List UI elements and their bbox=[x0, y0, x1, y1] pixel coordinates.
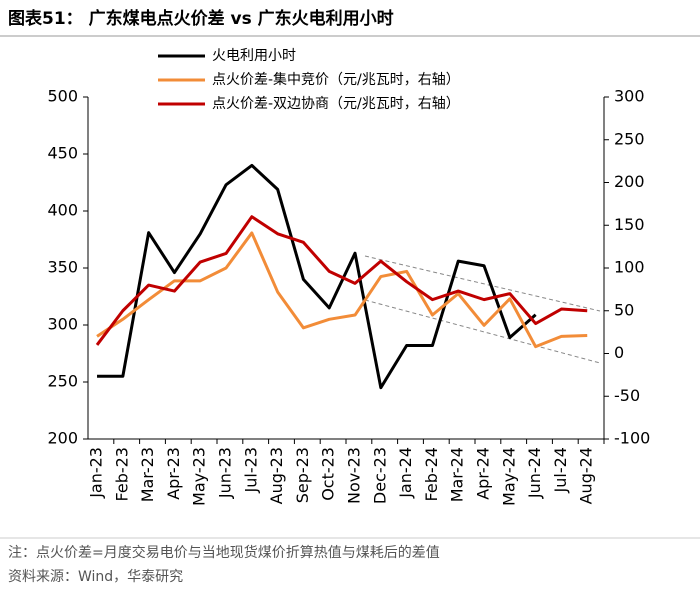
x-tick-label: Mar-24 bbox=[448, 447, 467, 502]
y-tick-label: 200 bbox=[47, 429, 78, 448]
y2-tick-label: 250 bbox=[614, 129, 645, 148]
y2-tick-label: 150 bbox=[614, 215, 645, 234]
series-line bbox=[96, 231, 588, 349]
legend-label: 点火价差-双边协商（元/兆瓦时，右轴） bbox=[212, 96, 460, 112]
note: 注：点火价差=月度交易电价与当地现货煤价折算热值与煤耗后的差值 bbox=[8, 544, 440, 561]
x-tick-label: Feb-23 bbox=[112, 447, 131, 501]
y2-tick-label: 300 bbox=[614, 87, 645, 106]
x-tick-label: May-23 bbox=[190, 447, 209, 506]
series-line bbox=[95, 215, 588, 346]
x-tick-label: Dec-23 bbox=[370, 447, 389, 504]
y-tick-label: 350 bbox=[47, 258, 78, 277]
x-tick-label: Jun-23 bbox=[216, 447, 235, 499]
y-tick-label: 500 bbox=[47, 87, 78, 106]
trend-line bbox=[364, 299, 601, 364]
x-tick-label: Sep-23 bbox=[293, 447, 312, 503]
y-tick-label: 250 bbox=[47, 372, 78, 391]
x-tick-label: Nov-23 bbox=[345, 447, 364, 504]
y2-tick-label: 50 bbox=[614, 300, 634, 319]
x-tick-label: Jan-23 bbox=[87, 447, 106, 499]
y2-tick-label: 200 bbox=[614, 172, 645, 191]
series-line bbox=[97, 163, 537, 390]
trend-line bbox=[364, 255, 601, 312]
y2-tick-label: 100 bbox=[614, 258, 645, 277]
x-tick-label: Jan-24 bbox=[396, 447, 415, 499]
x-tick-label: Aug-23 bbox=[267, 447, 286, 504]
y2-tick-label: -50 bbox=[614, 386, 640, 405]
y-tick-label: 300 bbox=[47, 315, 78, 334]
x-tick-label: Jul-24 bbox=[551, 447, 570, 493]
y-tick-label: 400 bbox=[47, 201, 78, 220]
x-tick-label: May-24 bbox=[499, 447, 518, 506]
x-tick-label: Jul-23 bbox=[241, 447, 260, 493]
legend-label: 点火价差-集中竞价（元/兆瓦时，右轴） bbox=[212, 71, 460, 88]
x-tick-label: Aug-24 bbox=[577, 447, 596, 504]
x-tick-label: Jun-24 bbox=[525, 447, 544, 499]
y2-tick-label: 0 bbox=[614, 343, 624, 362]
x-tick-label: Apr-24 bbox=[474, 447, 493, 500]
legend-label: 火电利用小时 bbox=[212, 48, 296, 64]
y2-tick-label: -100 bbox=[614, 429, 650, 448]
x-tick-label: Apr-23 bbox=[164, 447, 183, 500]
y-tick-label: 450 bbox=[47, 144, 78, 163]
chart-title: 图表51： 广东煤电点火价差 vs 广东火电利用小时 bbox=[8, 8, 394, 29]
x-tick-label: Feb-24 bbox=[422, 447, 441, 501]
x-tick-label: Oct-23 bbox=[319, 447, 338, 501]
source: 资料来源：Wind，华泰研究 bbox=[8, 569, 183, 585]
x-tick-label: Mar-23 bbox=[138, 447, 157, 502]
